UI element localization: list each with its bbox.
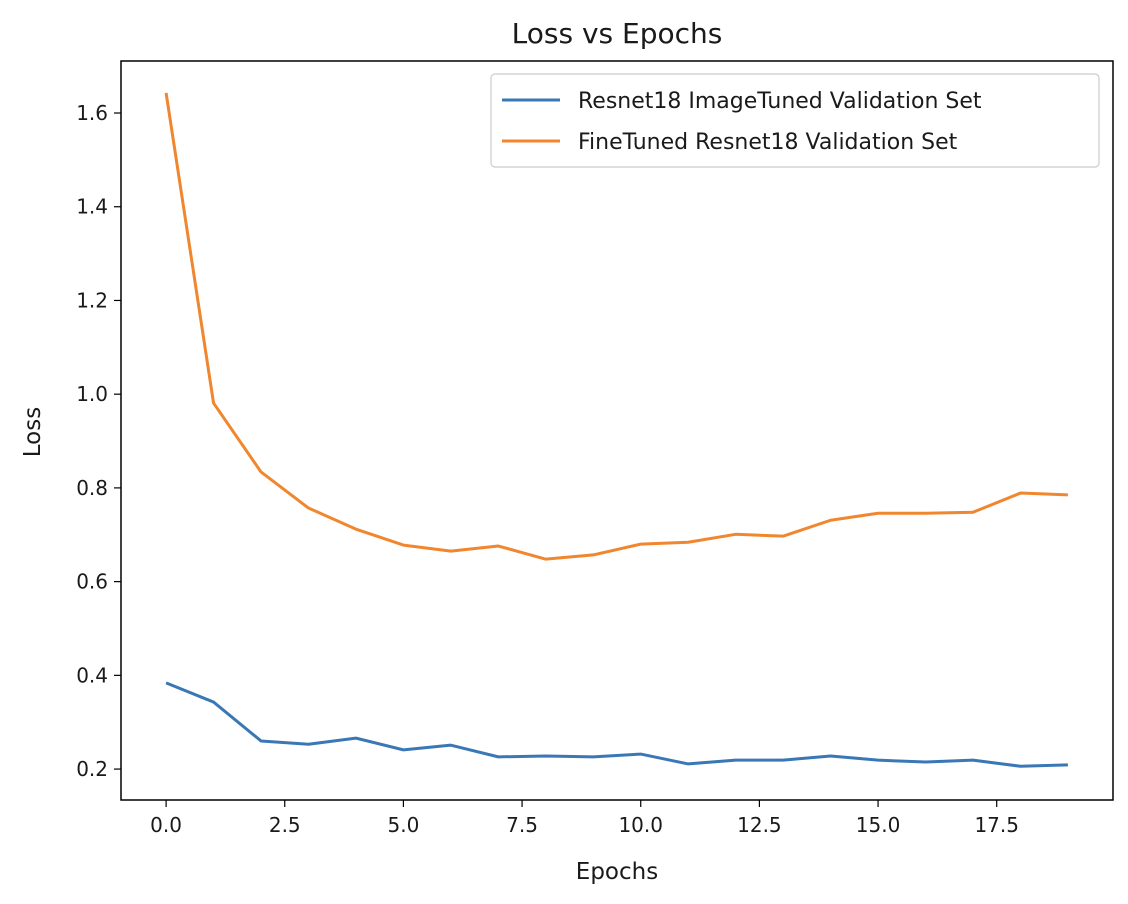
x-tick-label: 7.5 [506,813,538,837]
y-tick-label: 1.4 [76,195,108,219]
series-line-2 [164,92,1068,561]
y-tick-label: 1.0 [76,382,108,406]
legend-label: Resnet18 ImageTuned Validation Set [578,89,982,114]
y-tick-label: 0.6 [76,570,108,594]
x-axis-label: Epochs [576,859,658,885]
x-tick-label: 15.0 [856,813,901,837]
legend-label: FineTuned Resnet18 Validation Set [578,130,958,155]
y-axis-label: Loss [20,407,46,457]
x-tick-label: 10.0 [618,813,663,837]
y-tick-label: 0.8 [76,476,108,500]
x-tick-label: 5.0 [388,813,420,837]
y-tick-label: 1.2 [76,288,108,312]
y-tick-label: 1.6 [76,101,108,125]
plot-frame [120,60,1114,801]
x-tick-label: 12.5 [737,813,782,837]
x-tick-label: 17.5 [974,813,1019,837]
legend-box [490,73,1100,168]
x-tick-label: 2.5 [269,813,301,837]
chart-title: Loss vs Epochs [512,17,723,50]
y-tick-label: 0.4 [76,663,108,687]
y-tick-label: 0.2 [76,757,108,781]
series-line-1 [165,681,1068,768]
x-tick-label: 0.0 [150,813,182,837]
legend: Resnet18 ImageTuned Validation Set FineTu… [490,73,1100,168]
